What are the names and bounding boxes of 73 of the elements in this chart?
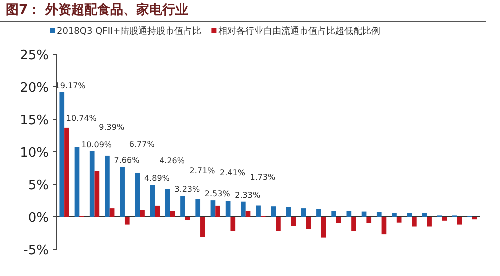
bar <box>110 208 115 217</box>
data-label: 2.33% <box>235 190 261 200</box>
bar <box>200 217 206 238</box>
bar <box>346 211 352 217</box>
bar <box>276 217 281 232</box>
bar <box>271 206 276 217</box>
bar <box>316 209 322 217</box>
y-tick-label: 0% <box>28 211 49 226</box>
data-label: 9.39% <box>99 122 125 132</box>
bar <box>155 206 160 217</box>
bar <box>180 196 186 217</box>
bar <box>332 211 336 217</box>
bar <box>336 217 342 224</box>
bar <box>210 200 216 217</box>
bar <box>165 189 170 217</box>
bar <box>60 92 65 217</box>
bar <box>306 217 312 230</box>
y-tick-label: -5% <box>24 244 49 258</box>
data-label: 4.89% <box>144 174 170 184</box>
bar <box>64 128 70 217</box>
legend-label: 相对各行业自由流通市值占比超低配比例 <box>218 26 381 37</box>
bar <box>241 202 246 217</box>
bar <box>366 217 372 224</box>
bar <box>396 217 402 223</box>
bar <box>352 217 356 232</box>
bar <box>256 206 261 217</box>
data-label: 7.66% <box>114 156 140 166</box>
bar <box>442 217 448 221</box>
bar <box>196 199 201 217</box>
bar <box>90 151 95 217</box>
bar <box>301 208 306 217</box>
bar <box>407 213 412 217</box>
bar <box>120 167 125 217</box>
bar <box>170 211 176 217</box>
bar <box>124 217 130 225</box>
bar <box>74 147 80 217</box>
bar <box>216 206 220 217</box>
data-label: 1.73% <box>250 172 276 182</box>
bar <box>246 211 251 217</box>
bar <box>457 217 462 225</box>
bar <box>321 217 326 238</box>
bar <box>291 217 296 226</box>
y-tick-label: 15% <box>20 114 49 128</box>
y-tick-label: 5% <box>28 178 49 194</box>
data-label: 10.74% <box>66 114 98 124</box>
data-label: 3.23% <box>174 185 201 194</box>
data-label: 10.09% <box>82 140 112 150</box>
bar <box>422 213 428 217</box>
data-label: 2.71% <box>190 166 216 176</box>
legend-label: 2018Q3 QFII+陆股通持股市值占比 <box>57 26 202 37</box>
bar <box>150 185 156 217</box>
chart-title: 图7： 外资超配食品、家电行业 <box>6 2 189 18</box>
data-label: 4.26% <box>160 156 186 166</box>
bar <box>376 212 382 217</box>
bar <box>105 156 110 217</box>
data-label: 2.41% <box>220 168 246 178</box>
bar <box>94 172 100 217</box>
data-label: 6.77% <box>129 140 156 149</box>
bar <box>226 201 231 217</box>
bar <box>140 210 145 217</box>
bar <box>135 172 140 217</box>
y-tick-label: 10% <box>20 146 49 161</box>
bar <box>392 213 397 217</box>
bar <box>412 217 417 227</box>
bar <box>427 217 432 227</box>
bar <box>185 217 190 220</box>
bar <box>286 207 292 217</box>
bar <box>230 217 236 232</box>
y-tick-label: 25% <box>20 48 49 64</box>
bar <box>472 217 478 220</box>
y-tick-label: 20% <box>20 81 49 96</box>
bar <box>382 217 387 235</box>
data-label: 2.53% <box>204 190 231 199</box>
